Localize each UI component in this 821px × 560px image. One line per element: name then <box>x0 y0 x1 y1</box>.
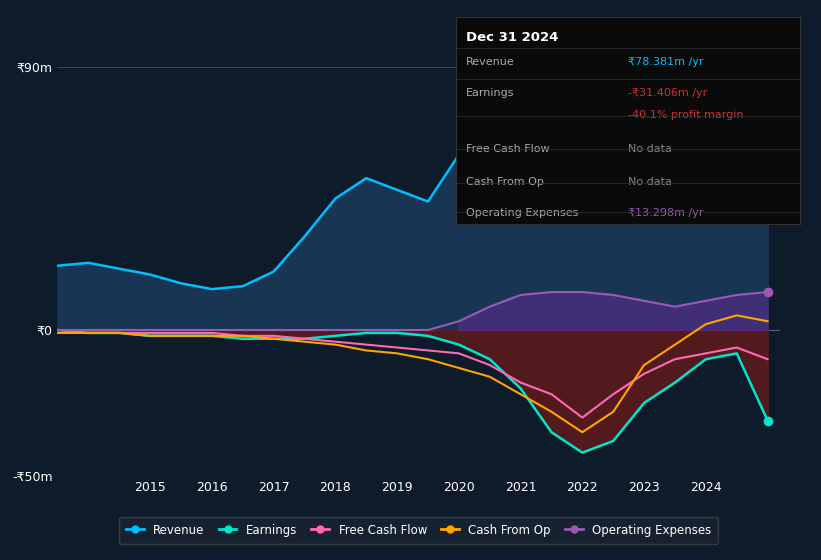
Text: No data: No data <box>628 143 672 153</box>
Text: Revenue: Revenue <box>466 57 515 67</box>
Text: Dec 31 2024: Dec 31 2024 <box>466 31 558 44</box>
Text: -₹31.406m /yr: -₹31.406m /yr <box>628 87 708 97</box>
Text: Cash From Op: Cash From Op <box>466 177 544 186</box>
Text: Earnings: Earnings <box>466 87 515 97</box>
Text: Operating Expenses: Operating Expenses <box>466 208 578 218</box>
Text: -40.1% profit margin: -40.1% profit margin <box>628 110 744 120</box>
Text: No data: No data <box>628 177 672 186</box>
Text: ₹13.298m /yr: ₹13.298m /yr <box>628 208 704 218</box>
Text: ₹78.381m /yr: ₹78.381m /yr <box>628 57 704 67</box>
Legend: Revenue, Earnings, Free Cash Flow, Cash From Op, Operating Expenses: Revenue, Earnings, Free Cash Flow, Cash … <box>119 516 718 544</box>
Text: Free Cash Flow: Free Cash Flow <box>466 143 549 153</box>
